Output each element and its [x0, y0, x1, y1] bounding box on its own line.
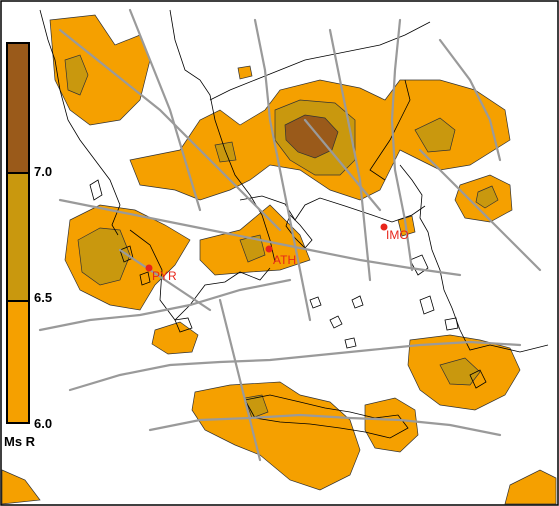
fault-line — [390, 18, 414, 272]
fault-line — [58, 198, 462, 277]
coastline-rhodes — [469, 369, 487, 389]
coastline-zakynthos — [139, 271, 151, 286]
coastline-mainland-west — [169, 9, 276, 263]
zone-mid-south — [244, 394, 269, 419]
coastline-black-sea — [369, 79, 411, 181]
coastline-aegean-north — [239, 195, 426, 223]
zone-low-southeast-corner — [504, 469, 557, 505]
fault-line — [58, 28, 282, 232]
zone-mid-west — [77, 227, 131, 286]
coastline-samos — [444, 317, 459, 331]
fault-line — [38, 278, 292, 332]
zone-mid-east-blob — [475, 185, 499, 209]
coastline-cyclades-1 — [329, 315, 343, 329]
coastline-north — [209, 21, 431, 101]
legend-swatch-low — [8, 302, 28, 422]
zone-high-north — [284, 114, 339, 159]
city-dot-pyr — [145, 264, 153, 272]
city-label-imo: IMO — [386, 228, 409, 242]
fault-line — [328, 28, 372, 282]
fault-line — [148, 413, 502, 437]
zone-mid-northeast — [414, 117, 456, 153]
zone-mid-northwest — [64, 54, 89, 96]
legend-label-6-0: 6.0 — [34, 416, 53, 431]
city-markers: ATH PYR IMO — [145, 223, 409, 283]
coastline-corfu — [89, 179, 103, 201]
city-dot-ath — [265, 245, 273, 253]
coastline-cyclades-2 — [351, 295, 364, 309]
city-dot-imo — [380, 223, 388, 231]
fault-line — [438, 38, 502, 162]
coastline-crete — [244, 394, 409, 439]
legend: 7.0 6.5 6.0 Ms R — [0, 38, 70, 449]
zone-mid-southeast — [439, 357, 481, 386]
zone-low-southwest-corner — [1, 469, 41, 505]
zone-low-islet — [237, 65, 253, 80]
coastline-cyclades-3 — [309, 296, 322, 309]
coastline-lesvos — [409, 254, 429, 276]
legend-label-6-5: 6.5 — [34, 290, 53, 305]
fault-lines — [38, 8, 542, 462]
city-label-pyr: PYR — [152, 269, 177, 283]
fault-line — [128, 8, 202, 212]
fault-line — [118, 248, 212, 312]
fault-line — [418, 148, 542, 272]
zone-low-crete-east — [364, 397, 419, 453]
city-label-ath: ATH — [273, 253, 296, 267]
coastline-chios — [419, 295, 435, 315]
coastline-cyclades-4 — [344, 337, 357, 349]
zone-low-group — [1, 14, 557, 505]
coastline-turkey-west — [399, 164, 549, 353]
fault-line — [68, 340, 522, 392]
zone-low-south — [191, 381, 361, 491]
legend-label-7-0: 7.0 — [34, 164, 53, 179]
zone-mid-central — [239, 234, 266, 263]
fault-line — [218, 298, 262, 462]
coastline-ionian-south — [174, 317, 193, 333]
fault-line — [253, 18, 312, 322]
legend-colorbar — [6, 42, 30, 424]
legend-swatch-high — [8, 44, 28, 174]
legend-swatch-mid — [8, 174, 28, 302]
fault-line — [303, 118, 382, 212]
legend-title: Ms R — [4, 434, 36, 449]
